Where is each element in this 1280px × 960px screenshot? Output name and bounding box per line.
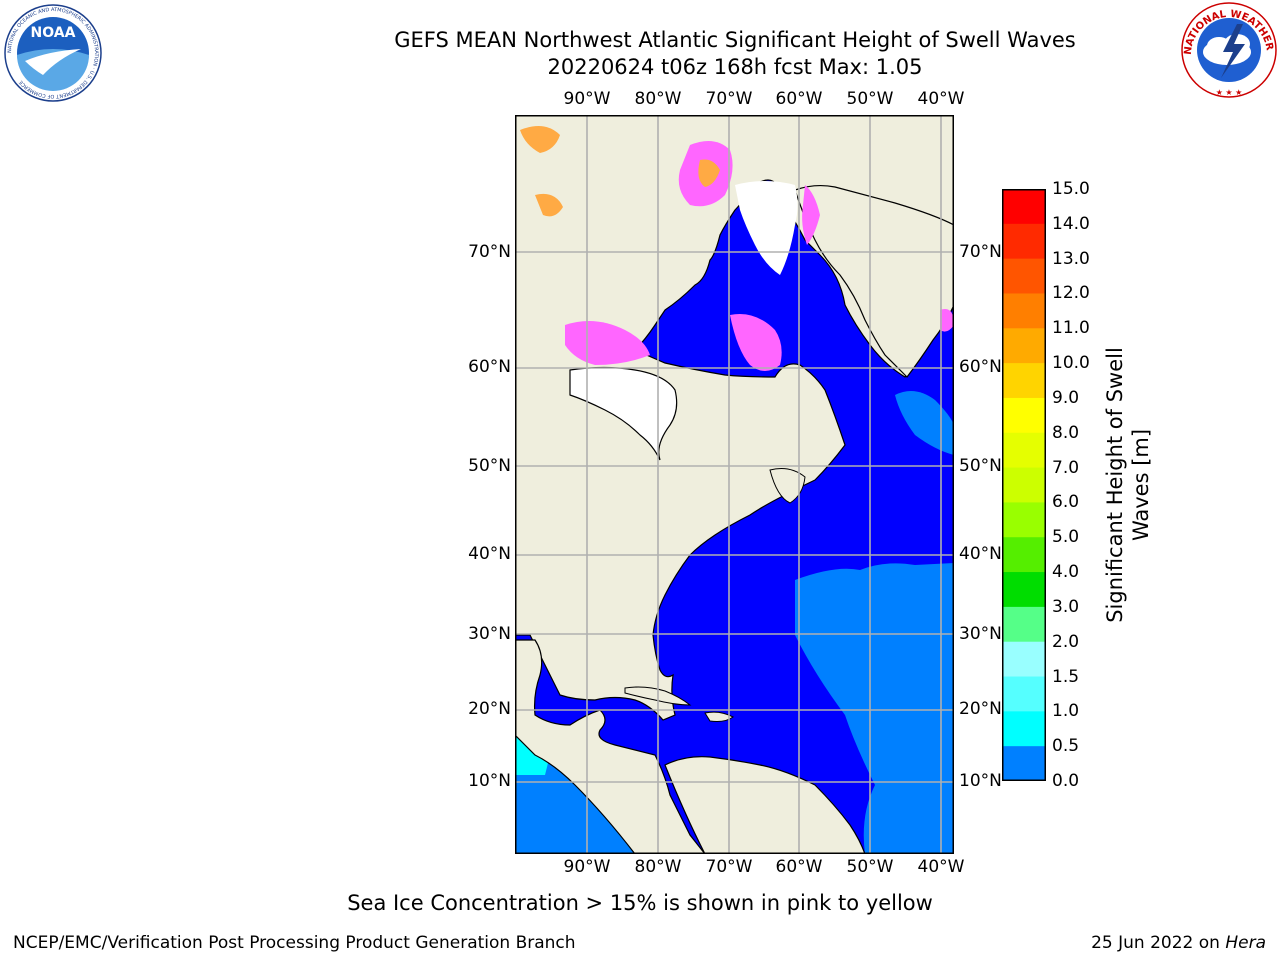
lat-label-left-10n: 10°N <box>468 771 511 791</box>
colorbar-tick-label: 1.5 <box>1052 666 1080 687</box>
swell-region-east <box>895 391 954 455</box>
lon-label-top-70w: 70°W <box>705 89 753 109</box>
colorbar-band <box>1002 363 1046 399</box>
lat-label-right-40n: 40°N <box>959 544 1002 564</box>
svg-text:NOAA: NOAA <box>31 25 76 41</box>
map-gridlines <box>515 115 954 854</box>
colorbar-band <box>1002 467 1046 503</box>
colorbar-tick-label: 14.0 <box>1052 213 1090 234</box>
colorbar-band <box>1002 502 1046 538</box>
lat-label-right-60n: 60°N <box>959 357 1002 377</box>
svg-text:★ ★ ★: ★ ★ ★ <box>1216 88 1243 97</box>
land-greenland <box>794 184 954 378</box>
colorbar-band <box>1002 328 1046 364</box>
map-title: GEFS MEAN Northwest Atlantic Significant… <box>394 28 1076 52</box>
footer-date-text: 25 Jun 2022 on <box>1091 933 1226 953</box>
lat-label-right-30n: 30°N <box>959 624 1002 644</box>
ice-pink-greenland-e <box>802 185 820 245</box>
ice-pink-greenland-e2 <box>940 309 954 332</box>
footer-date: 25 Jun 2022 on Hera <box>1091 933 1266 953</box>
lat-label-left-20n: 20°N <box>468 699 511 719</box>
lon-label-top-60w: 60°W <box>775 89 823 109</box>
colorbar-tick-label: 7.0 <box>1052 457 1080 478</box>
colorbar-tick-label: 8.0 <box>1052 422 1080 443</box>
ice-orange-arctic2 <box>535 193 563 217</box>
colorbar-band <box>1002 572 1046 608</box>
colorbar-tick-label: 2.0 <box>1052 631 1080 652</box>
colorbar <box>1002 189 1046 781</box>
nws-logo: NATIONAL WEATHER SERVICE ★ ★ ★ <box>1179 0 1277 98</box>
lat-label-right-10n: 10°N <box>959 771 1002 791</box>
colorbar-band <box>1002 293 1046 329</box>
map-frame <box>515 115 954 854</box>
colorbar-title: Significant Height of Swell Waves [m] <box>1102 347 1154 623</box>
lon-label-bottom-90w: 90°W <box>563 857 611 877</box>
lon-label-bottom-70w: 70°W <box>705 857 753 877</box>
map-subtitle: 20220624 t06z 168h fcst Max: 1.05 <box>547 55 923 79</box>
footer-host: Hera <box>1225 933 1266 953</box>
ice-orange-baffin <box>698 159 720 187</box>
colorbar-tick-label: 15.0 <box>1052 179 1090 199</box>
lat-label-left-30n: 30°N <box>468 624 511 644</box>
colorbar-tick-label: 5.0 <box>1052 527 1080 548</box>
lon-label-top-40w: 40°W <box>917 89 965 109</box>
lat-label-right-20n: 20°N <box>959 699 1002 719</box>
colorbar-band <box>1002 676 1046 712</box>
colorbar-band <box>1002 432 1046 469</box>
colorbar-tick-label: 1.0 <box>1052 701 1080 722</box>
colorbar-tick-label: 11.0 <box>1052 318 1090 339</box>
colorbar-band <box>1002 746 1046 781</box>
lon-label-bottom-60w: 60°W <box>775 857 823 877</box>
colorbar-tick-label: 3.0 <box>1052 596 1080 617</box>
lat-label-left-70n: 70°N <box>468 242 511 262</box>
colorbar-title-line1: Significant Height of Swell <box>1103 347 1127 623</box>
lat-label-right-70n: 70°N <box>959 242 1002 262</box>
colorbar-tick-label: 4.0 <box>1052 562 1080 583</box>
colorbar-tick-label: 0.5 <box>1052 736 1080 757</box>
lon-label-bottom-50w: 50°W <box>846 857 894 877</box>
map-panel <box>515 115 954 854</box>
ice-orange-arctic <box>520 126 560 153</box>
land-south-america <box>664 756 866 854</box>
lat-label-left-50n: 50°N <box>468 456 511 476</box>
colorbar-tick-label: 9.0 <box>1052 387 1080 408</box>
colorbar-band <box>1002 258 1046 294</box>
colorbar-band <box>1002 397 1046 434</box>
colorbar-band <box>1002 223 1046 260</box>
sea-ice-note: Sea Ice Concentration > 15% is shown in … <box>347 891 933 915</box>
lon-label-top-80w: 80°W <box>634 89 682 109</box>
footer-credit: NCEP/EMC/Verification Post Processing Pr… <box>13 933 576 953</box>
colorbar-tick-label: 12.0 <box>1052 283 1090 304</box>
lat-label-left-40n: 40°N <box>468 544 511 564</box>
colorbar-tick-label: 10.0 <box>1052 353 1090 374</box>
colorbar-band <box>1002 537 1046 573</box>
land-hispaniola <box>704 711 734 722</box>
lon-label-top-90w: 90°W <box>563 89 611 109</box>
colorbar-band <box>1002 641 1046 678</box>
colorbar-title-line2: Waves [m] <box>1129 428 1153 542</box>
colorbar-band <box>1002 606 1046 643</box>
land-newfoundland <box>769 468 806 504</box>
lat-label-left-60n: 60°N <box>468 357 511 377</box>
noaa-logo: NOAA NATIONAL OCEANIC AND ATMOSPHERIC AD… <box>4 4 102 102</box>
lat-label-right-50n: 50°N <box>959 456 1002 476</box>
lon-label-bottom-80w: 80°W <box>634 857 682 877</box>
lon-label-top-50w: 50°W <box>846 89 894 109</box>
colorbar-tick-label: 0.0 <box>1052 771 1080 791</box>
colorbar-band <box>1002 711 1046 747</box>
colorbar-tick-label: 13.0 <box>1052 248 1090 269</box>
colorbar-tick-label: 6.0 <box>1052 492 1080 513</box>
ice-pink-labrador <box>730 314 782 371</box>
hudson-bay <box>569 366 678 461</box>
lon-label-bottom-40w: 40°W <box>917 857 965 877</box>
swell-region-cyan <box>515 735 550 775</box>
colorbar-band <box>1002 189 1046 225</box>
